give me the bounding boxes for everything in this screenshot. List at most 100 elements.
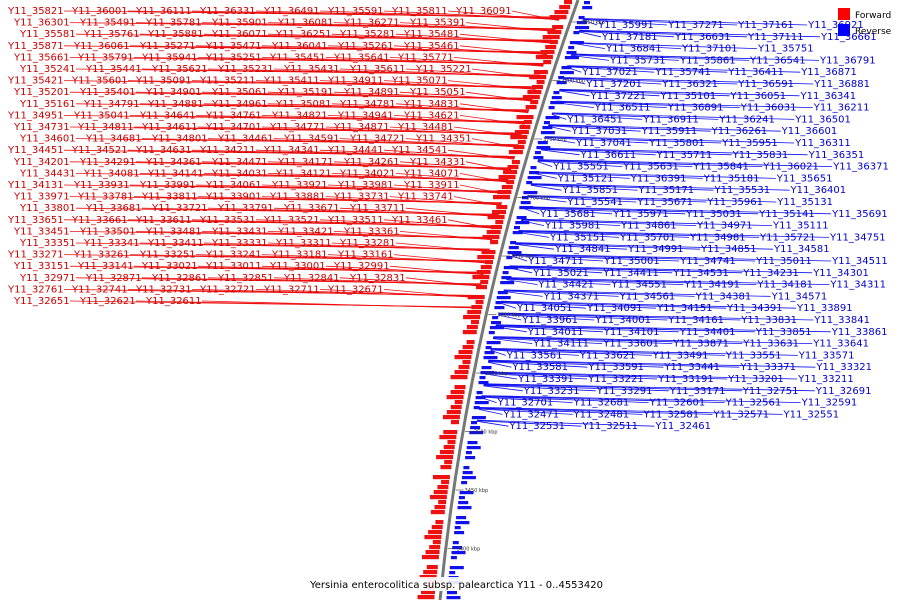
- reverse-leader-line: [570, 54, 680, 61]
- forward-gene-block: [514, 130, 529, 135]
- forward-gene-label: Y11_34641: [139, 110, 196, 121]
- position-tick-label: 3650 kbp: [511, 254, 535, 260]
- reverse-gene-label: Y11_37201: [585, 79, 642, 90]
- reverse-leader-line: [548, 124, 781, 132]
- forward-gene-label: Y11_33781: [77, 192, 134, 203]
- reverse-gene-label: Y11_35151: [549, 232, 606, 243]
- reverse-gene-label: Y11_36911: [642, 114, 699, 125]
- forward-gene-label: Y11_35791: [77, 52, 134, 63]
- forward-gene-label: Y11_34881: [147, 99, 204, 110]
- forward-gene-label: Y11_33881: [269, 192, 326, 203]
- reverse-gene-label: Y11_32481: [573, 409, 630, 420]
- reverse-leader-line: [495, 324, 831, 333]
- forward-gene-block: [417, 595, 435, 600]
- forward-gene-block: [559, 5, 571, 10]
- forward-gene-block: [440, 465, 452, 470]
- forward-gene-label: Y11_34731: [13, 122, 70, 133]
- reverse-leader-line: [527, 195, 777, 203]
- reverse-leader-line: [479, 408, 643, 415]
- reverse-gene-label: Y11_33371: [739, 362, 796, 373]
- forward-leader-line: [459, 115, 525, 125]
- forward-gene-label: Y11_33931: [73, 180, 130, 191]
- forward-gene-label: Y11_34811: [77, 122, 134, 133]
- forward-gene-label: Y11_32741: [71, 284, 128, 295]
- forward-gene-label: Y11_33281: [339, 238, 396, 249]
- forward-gene-label: Y11_35411: [263, 76, 320, 87]
- forward-gene-block: [529, 75, 547, 80]
- reverse-gene-label: Y11_35691: [831, 209, 888, 220]
- reverse-leader-line: [579, 30, 748, 38]
- forward-gene-block: [543, 60, 552, 65]
- reverse-gene-label: Y11_33831: [740, 315, 797, 326]
- reverse-leader-line: [559, 90, 590, 97]
- reverse-gene-block: [497, 291, 508, 295]
- reverse-leader-line: [509, 265, 813, 274]
- reverse-gene-block: [561, 66, 572, 70]
- forward-leader-line: [383, 219, 496, 229]
- reverse-leader-line: [515, 243, 628, 250]
- reverse-gene-label: Y11_35711: [656, 150, 713, 161]
- forward-gene-label: Y11_33971: [13, 192, 70, 203]
- reverse-gene-label: Y11_34191: [683, 280, 740, 291]
- forward-leader-line: [399, 91, 532, 102]
- forward-gene-block: [433, 490, 448, 495]
- forward-gene-label: Y11_33681: [85, 203, 142, 214]
- forward-gene-label: Y11_33481: [145, 226, 202, 237]
- forward-gene-block: [425, 550, 440, 555]
- reverse-leader-line: [479, 407, 783, 415]
- reverse-gene-label: Y11_35171: [638, 185, 695, 196]
- reverse-gene-label: Y11_35851: [562, 185, 619, 196]
- forward-leader-line: [405, 138, 518, 148]
- forward-gene-block: [496, 205, 508, 210]
- reverse-gene-label: Y11_34001: [594, 315, 651, 326]
- forward-leader-line: [447, 219, 496, 230]
- forward-gene-label: Y11_35041: [73, 110, 130, 121]
- reverse-leader-line: [534, 172, 630, 179]
- forward-leader-line: [399, 231, 493, 241]
- forward-gene-label: Y11_32621: [79, 296, 136, 307]
- forward-leader-line: [459, 45, 547, 56]
- reverse-gene-label: Y11_36891: [667, 103, 724, 114]
- reverse-leader-line: [537, 161, 553, 167]
- forward-gene-label: Y11_33731: [333, 192, 390, 203]
- forward-gene-block: [436, 455, 454, 460]
- forward-gene-block: [477, 255, 495, 260]
- forward-gene-block: [545, 45, 557, 50]
- forward-gene-block: [428, 530, 443, 535]
- forward-gene-block: [463, 315, 481, 320]
- reverse-gene-label: Y11_33591: [587, 362, 644, 373]
- forward-leader-line: [395, 173, 508, 183]
- reverse-gene-label: Y11_33581: [511, 362, 568, 373]
- reverse-gene-block: [488, 331, 495, 335]
- forward-leader-line: [389, 265, 484, 276]
- reverse-gene-label: Y11_32751: [742, 386, 799, 397]
- reverse-gene-label: Y11_35681: [539, 209, 596, 220]
- reverse-gene-block: [527, 176, 542, 180]
- reverse-gene-label: Y11_32571: [713, 409, 770, 420]
- reverse-gene-label: Y11_35001: [603, 256, 660, 267]
- forward-gene-block: [430, 510, 445, 515]
- forward-gene-block: [554, 10, 569, 15]
- forward-gene-label: Y11_35451: [269, 52, 326, 63]
- reverse-leader-line: [483, 383, 815, 392]
- forward-gene-block: [522, 95, 540, 100]
- forward-gene-block: [462, 345, 474, 350]
- reverse-leader-line: [476, 419, 655, 427]
- reverse-leader-line: [512, 255, 604, 262]
- reverse-gene-label: Y11_35981: [544, 221, 601, 232]
- forward-gene-label: Y11_35811: [391, 6, 448, 17]
- forward-leader-line: [339, 277, 481, 287]
- reverse-gene-label: Y11_34411: [602, 268, 659, 279]
- reverse-gene-block: [519, 206, 534, 210]
- forward-leader-line: [383, 289, 479, 299]
- reverse-gene-block: [508, 246, 519, 250]
- forward-gene-label: Y11_33661: [71, 215, 128, 226]
- reverse-gene-label: Y11_32551: [783, 409, 840, 420]
- reverse-leader-line: [562, 78, 586, 85]
- reverse-leader-line: [501, 300, 797, 309]
- forward-gene-block: [438, 500, 447, 505]
- reverse-gene-block: [576, 21, 587, 25]
- forward-gene-label: Y11_34721: [349, 134, 406, 145]
- reverse-gene-label: Y11_36311: [794, 138, 851, 149]
- forward-gene-label: Y11_32761: [7, 284, 64, 295]
